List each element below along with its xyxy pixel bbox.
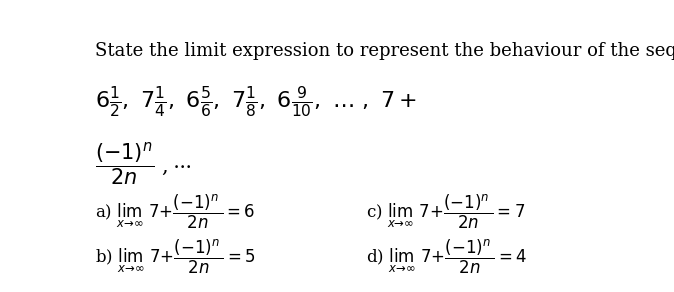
Text: State the limit expression to represent the behaviour of the sequence:: State the limit expression to represent … (94, 42, 674, 60)
Text: b) $\lim_{x \to \infty}\ 7 + \dfrac{(-1)^{n}}{2n} = 5$: b) $\lim_{x \to \infty}\ 7 + \dfrac{(-1)… (94, 237, 255, 276)
Text: a) $\lim_{x \to \infty}\ 7 + \dfrac{(-1)^{n}}{2n} = 6$: a) $\lim_{x \to \infty}\ 7 + \dfrac{(-1)… (94, 192, 255, 231)
Text: d) $\lim_{x \to \infty}\ 7 + \dfrac{(-1)^{n}}{2n} = 4$: d) $\lim_{x \to \infty}\ 7 + \dfrac{(-1)… (367, 237, 527, 276)
Text: $6\frac{1}{2},\ 7\frac{1}{4},\ 6\frac{5}{6},\ 7\frac{1}{8},\ 6\frac{9}{10},\ \ld: $6\frac{1}{2},\ 7\frac{1}{4},\ 6\frac{5}… (94, 84, 417, 119)
Text: c) $\lim_{x \to \infty}\ 7 + \dfrac{(-1)^{n}}{2n} = 7$: c) $\lim_{x \to \infty}\ 7 + \dfrac{(-1)… (367, 192, 526, 231)
Text: $\dfrac{(-1)^{n}}{2n}\ \mathregular{,\cdots}$: $\dfrac{(-1)^{n}}{2n}\ \mathregular{,\cd… (94, 141, 191, 188)
